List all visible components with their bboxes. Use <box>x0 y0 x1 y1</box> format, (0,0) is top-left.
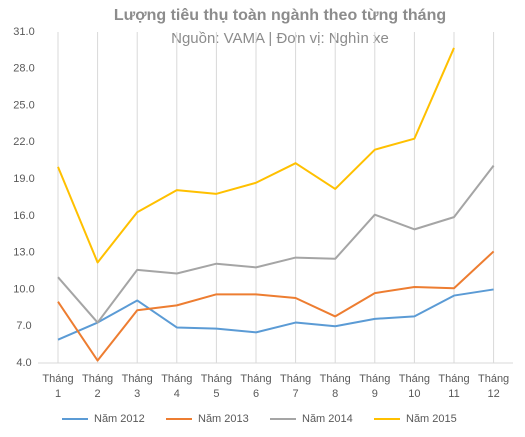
y-tick-label: 31.0 <box>13 26 34 38</box>
chart-subtitle: Nguồn: VAMA | Đơn vị: Nghìn xe <box>171 30 389 47</box>
y-tick-label: 22.0 <box>13 136 34 148</box>
legend-label: Năm 2015 <box>406 413 457 425</box>
series-line <box>57 47 455 264</box>
legend-label: Năm 2014 <box>302 413 353 425</box>
x-tick-label: Tháng 12 <box>478 373 509 400</box>
x-tick-label: Tháng 1 <box>42 373 73 400</box>
y-tick-label: 28.0 <box>13 63 34 75</box>
x-tick-label: Tháng 9 <box>359 373 390 400</box>
x-tick-label: Tháng 7 <box>280 373 311 400</box>
x-tick-label: Tháng 3 <box>122 373 153 400</box>
x-tick-label: Tháng 6 <box>240 373 271 400</box>
legend-label: Năm 2013 <box>198 413 249 425</box>
x-tick-label: Tháng 4 <box>161 373 192 400</box>
series-line <box>57 250 495 362</box>
y-tick-label: 25.0 <box>13 99 34 111</box>
y-tick-label: 16.0 <box>13 210 34 222</box>
chart-title: Lượng tiêu thụ toàn ngành theo từng thán… <box>114 7 446 24</box>
y-tick-label: 10.0 <box>13 283 34 295</box>
y-tick-label: 19.0 <box>13 173 34 185</box>
legend-label: Năm 2012 <box>94 413 145 425</box>
x-tick-label: Tháng 5 <box>201 373 232 400</box>
x-tick-label: Tháng 8 <box>320 373 351 400</box>
y-tick-label: 4.0 <box>16 357 31 369</box>
y-tick-label: 13.0 <box>13 247 34 259</box>
x-tick-label: Tháng 10 <box>399 373 430 400</box>
series-line <box>57 288 494 341</box>
x-tick-label: Tháng 2 <box>82 373 113 400</box>
y-tick-label: 7.0 <box>16 320 31 332</box>
x-tick-label: Tháng 11 <box>438 373 469 400</box>
series-line <box>57 165 495 324</box>
